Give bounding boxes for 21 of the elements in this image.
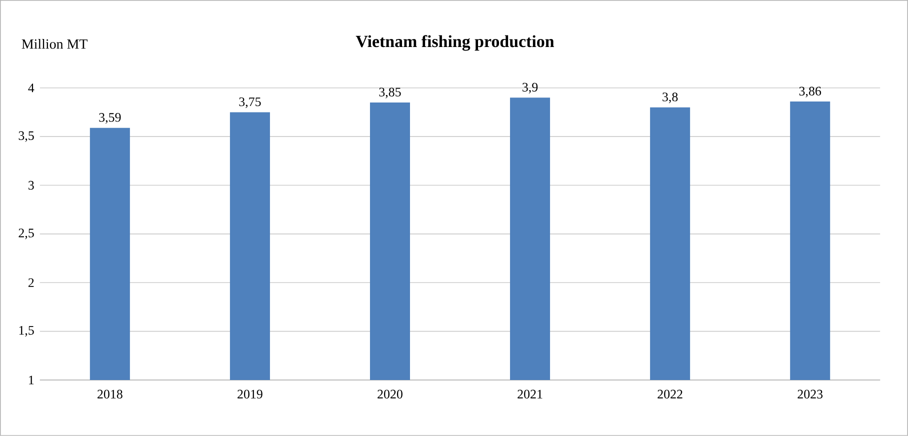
data-label: 3,75 [239,98,261,108]
data-label: 3,8 [662,92,678,104]
data-label: 3,86 [799,86,822,98]
y-tick-label: 1,5 [19,326,34,337]
x-tick-label: 2022 [658,390,682,399]
data-label: 3,85 [379,88,401,98]
x-tick-label: 2019 [238,390,262,399]
y-tick-label: 4 [28,84,34,92]
y-tick-label: 3,5 [18,131,34,142]
y-tick-label: 1 [29,376,34,384]
chart-title: Vietnam fishing production [356,35,554,51]
y-tick-label: 2 [28,278,34,287]
data-label: 3,59 [99,113,121,124]
x-tick-label: 2021 [518,390,542,399]
x-tick-label: 2020 [378,390,402,399]
y-axis-title: Million MT [22,39,88,49]
x-tick-label: 2018 [98,390,122,399]
y-tick-label: 2,5 [18,228,34,240]
y-tick-label: 3 [28,180,34,190]
x-tick-label: 2023 [798,390,823,399]
data-label: 3,9 [522,82,538,94]
